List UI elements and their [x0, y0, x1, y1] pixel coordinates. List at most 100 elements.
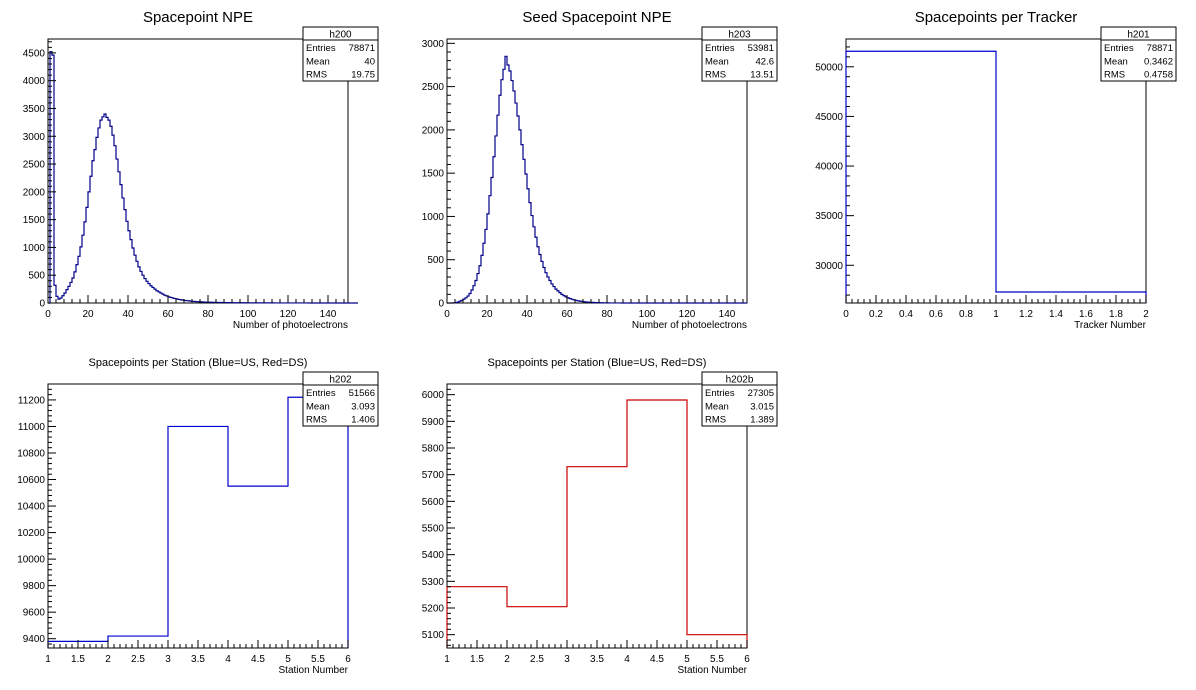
- histogram-panel-3: Spacepoints per Tracker 0 0.2 0.4 0.6 0.8 1 1.2…: [815, 9, 1177, 331]
- y-tick-label: 3500: [23, 104, 46, 115]
- x-tick-label: 1.6: [1079, 309, 1093, 320]
- chart-title: Seed Spacepoint NPE: [522, 9, 671, 26]
- y-tick-label: 5400: [422, 550, 445, 561]
- y-tick-label: 10800: [17, 448, 45, 459]
- stats-box: h203 Entries 53981 Mean 42.6 RMS 13.51: [701, 26, 778, 82]
- x-tick-label: 1.2: [1019, 309, 1033, 320]
- x-tick-label: 1.5: [470, 654, 484, 665]
- y-tick-label: 11200: [18, 395, 46, 406]
- y-tick-label: 2000: [422, 125, 445, 136]
- y-tick-label: 1500: [23, 215, 46, 226]
- stats-label: RMS: [306, 415, 327, 426]
- stats-label: Entries: [705, 388, 735, 399]
- x-tick-label: 80: [601, 309, 613, 320]
- y-tick-label: 10200: [17, 528, 45, 539]
- y-tick-label: 2500: [23, 160, 46, 171]
- x-tick-label: 60: [162, 309, 174, 320]
- stats-box-frame: [701, 371, 778, 427]
- stats-value: 51566: [349, 388, 375, 399]
- histogram-panel-4: Spacepoints per Station (Blue=US, Red=DS…: [17, 357, 379, 676]
- x-tick-label: 0.4: [899, 309, 913, 320]
- histogram-line: [48, 51, 358, 304]
- stats-box-frame: [1100, 26, 1177, 82]
- x-tick-label: 3: [165, 654, 171, 665]
- x-tick-label: 20: [481, 309, 493, 320]
- x-tick-label: 6: [744, 654, 750, 665]
- y-tick-label: 500: [427, 255, 444, 266]
- y-tick-label: 4000: [23, 76, 46, 87]
- stats-name: h200: [329, 30, 352, 41]
- stats-label: Entries: [1104, 43, 1134, 54]
- stats-box-frame: [701, 26, 778, 82]
- x-tick-label: 140: [719, 309, 736, 320]
- stats-value: 78871: [1147, 43, 1173, 54]
- x-tick-label: 2.5: [131, 654, 145, 665]
- y-tick-label: 45000: [815, 112, 843, 123]
- stats-box: h200 Entries 78871 Mean 40 RMS 19.75: [302, 26, 379, 82]
- y-tick-label: 2500: [422, 82, 445, 93]
- x-tick-label: 1: [45, 654, 51, 665]
- histogram-panel-5: Spacepoints per Station (Blue=US, Red=DS…: [422, 357, 778, 676]
- stats-label: Mean: [306, 401, 330, 412]
- stats-value: 0.4758: [1144, 70, 1173, 81]
- stats-value: 40: [364, 56, 375, 67]
- y-tick-label: 0: [39, 299, 45, 310]
- y-tick-label: 9400: [23, 634, 46, 645]
- stats-value: 0.3462: [1144, 56, 1173, 67]
- stats-box: h201 Entries 78871 Mean 0.3462 RMS 0.4758: [1100, 26, 1177, 82]
- stats-box-frame: [302, 371, 379, 427]
- y-tick-label: 6000: [422, 390, 445, 401]
- x-tick-label: 4: [225, 654, 231, 665]
- stats-label: Mean: [306, 56, 330, 67]
- histogram-line: [447, 55, 747, 304]
- stats-name: h201: [1127, 30, 1150, 41]
- x-tick-label: 40: [122, 309, 134, 320]
- y-tick-label: 2000: [23, 187, 46, 198]
- y-tick-label: 10600: [17, 475, 45, 486]
- stats-label: Mean: [705, 56, 729, 67]
- x-tick-label: 20: [82, 309, 94, 320]
- stats-box: h202b Entries 27305 Mean 3.015 RMS 1.389: [701, 371, 778, 427]
- y-tick-label: 4500: [23, 48, 46, 59]
- y-tick-label: 10400: [17, 502, 45, 513]
- y-tick-label: 5500: [422, 524, 445, 535]
- y-tick-label: 5800: [422, 444, 445, 455]
- x-axis-label: Number of photoelectrons: [632, 320, 747, 331]
- x-tick-label: 3.5: [191, 654, 205, 665]
- chart-title: Spacepoints per Station (Blue=US, Red=DS…: [488, 357, 707, 369]
- stats-value: 3.015: [750, 401, 774, 412]
- x-tick-label: 2: [504, 654, 510, 665]
- y-tick-label: 5300: [422, 577, 445, 588]
- y-tick-label: 5200: [422, 604, 445, 615]
- x-tick-label: 4.5: [650, 654, 664, 665]
- stats-label: Entries: [306, 43, 336, 54]
- x-tick-label: 80: [202, 309, 214, 320]
- y-tick-label: 1500: [422, 169, 445, 180]
- x-tick-label: 120: [679, 309, 696, 320]
- y-tick-label: 5700: [422, 470, 445, 481]
- y-tick-label: 5100: [422, 630, 445, 641]
- stats-box-frame: [302, 26, 379, 82]
- stats-value: 27305: [748, 388, 774, 399]
- y-tick-label: 3000: [23, 132, 46, 143]
- x-axis-label: Tracker Number: [1074, 320, 1147, 331]
- y-tick-label: 9600: [23, 608, 46, 619]
- x-tick-label: 1.5: [71, 654, 85, 665]
- chart-title: Spacepoint NPE: [143, 9, 253, 26]
- histogram-line: [446, 399, 748, 648]
- x-tick-label: 100: [240, 309, 257, 320]
- histogram-line: [845, 50, 1147, 303]
- x-tick-label: 1.8: [1109, 309, 1123, 320]
- x-tick-label: 0: [444, 309, 450, 320]
- stats-name: h202b: [726, 375, 754, 386]
- x-axis-label: Station Number: [678, 665, 748, 676]
- x-tick-label: 0.2: [869, 309, 883, 320]
- histogram-panel-2: Seed Spacepoint NPE 0 20 40 60 80 100 120 140 0 50…: [422, 9, 778, 331]
- y-tick-label: 35000: [815, 211, 843, 222]
- x-tick-label: 0.6: [929, 309, 943, 320]
- stats-value: 1.406: [351, 415, 375, 426]
- x-tick-label: 5.5: [710, 654, 724, 665]
- x-tick-label: 4: [624, 654, 630, 665]
- x-axis-label: Number of photoelectrons: [233, 320, 348, 331]
- x-tick-label: 60: [561, 309, 573, 320]
